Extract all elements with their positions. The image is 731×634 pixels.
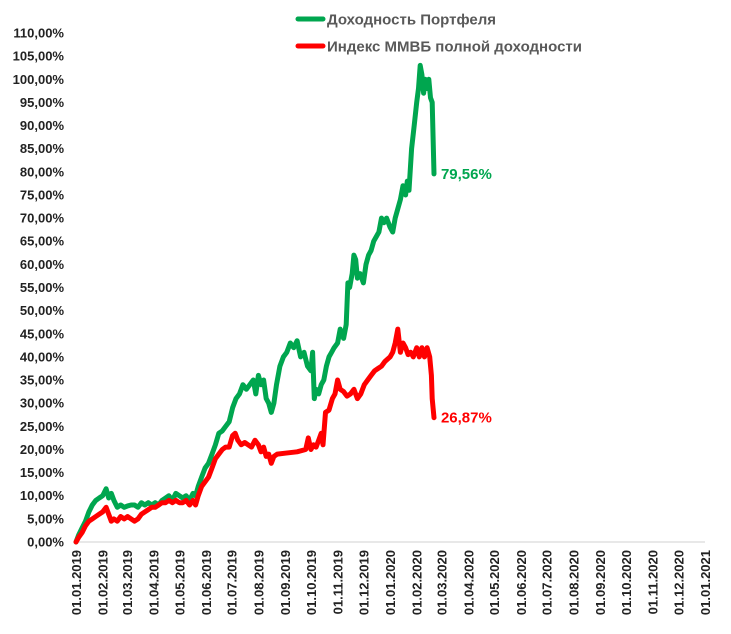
- x-tick-label: 01.05.2020: [487, 550, 502, 615]
- legend-label: Доходность Портфеля: [327, 12, 496, 29]
- x-tick-label: 01.04.2019: [146, 550, 161, 615]
- y-tick-label: 60,00%: [20, 257, 65, 272]
- y-tick-label: 5,00%: [27, 511, 64, 526]
- legend-label: Индекс ММВБ полной доходности: [327, 39, 582, 56]
- x-tick-label: 01.10.2019: [304, 550, 319, 615]
- x-tick-label: 01.09.2019: [278, 550, 293, 615]
- x-tick-label: 01.01.2021: [698, 550, 713, 615]
- series-line-portfolio: [73, 62, 437, 545]
- y-tick-label: 65,00%: [20, 234, 65, 249]
- x-tick-label: 01.02.2019: [96, 550, 111, 615]
- x-tick-label: 01.03.2020: [435, 550, 450, 615]
- end-value-label: 26,87%: [441, 410, 492, 427]
- x-tick-label: 01.08.2019: [251, 550, 266, 615]
- x-tick-label: 01.07.2020: [540, 550, 555, 615]
- x-tick-label: 01.11.2019: [331, 550, 346, 614]
- y-tick-label: 30,00%: [20, 396, 65, 411]
- y-tick-label: 45,00%: [20, 326, 65, 341]
- x-axis-ticks: 01.01.2019 01.02.2019 01.03.2019 01.04.2019…: [69, 550, 713, 615]
- series-lines: [73, 62, 437, 545]
- x-tick-label: 01.12.2019: [356, 550, 371, 615]
- x-tick-label: 01.06.2020: [514, 550, 529, 615]
- y-tick-label: 100,00%: [13, 72, 65, 87]
- x-tick-label: 01.01.2020: [383, 550, 398, 615]
- y-tick-label: 55,00%: [20, 280, 65, 295]
- end-value-label: 79,56%: [441, 166, 492, 183]
- x-tick-label: 01.02.2020: [410, 550, 425, 615]
- x-tick-label: 01.07.2019: [225, 550, 240, 615]
- y-tick-label: 40,00%: [20, 349, 65, 364]
- x-tick-label: 01.06.2019: [199, 550, 214, 615]
- y-tick-label: 75,00%: [20, 187, 65, 202]
- x-tick-label: 01.09.2020: [593, 550, 608, 615]
- x-tick-label: 01.10.2020: [619, 550, 634, 615]
- x-tick-label: 01.04.2020: [461, 550, 476, 615]
- y-tick-label: 35,00%: [20, 373, 65, 388]
- y-tick-label: 10,00%: [20, 488, 65, 503]
- end-labels: 79,56% 26,87%: [441, 166, 492, 427]
- y-tick-label: 0,00%: [27, 535, 64, 550]
- y-tick-label: 50,00%: [20, 303, 65, 318]
- y-tick-label: 15,00%: [20, 465, 65, 480]
- x-tick-label: 01.03.2019: [120, 550, 135, 615]
- x-tick-label: 01.11.2020: [646, 550, 661, 614]
- y-tick-label: 70,00%: [20, 211, 65, 226]
- y-tick-label: 90,00%: [20, 118, 65, 133]
- x-tick-label: 01.01.2019: [69, 550, 84, 615]
- y-tick-label: 85,00%: [20, 141, 65, 156]
- y-tick-label: 105,00%: [13, 49, 65, 64]
- y-tick-label: 95,00%: [20, 95, 65, 110]
- y-tick-label: 20,00%: [20, 442, 65, 457]
- series-line-mmvb-index: [73, 326, 437, 545]
- legend: Доходность Портфеля Индекс ММВБ полной до…: [295, 12, 582, 56]
- y-tick-label: 110,00%: [13, 26, 64, 41]
- y-tick-label: 25,00%: [20, 419, 65, 434]
- x-tick-label: 01.05.2019: [172, 550, 187, 615]
- y-tick-label: 80,00%: [20, 164, 65, 179]
- x-tick-label: 01.12.2020: [671, 550, 686, 615]
- x-tick-label: 01.08.2020: [566, 550, 581, 615]
- y-axis-ticks: 0,00% 5,00% 10,00% 15,00% 20,00% 25,00% 30,00%…: [13, 26, 65, 550]
